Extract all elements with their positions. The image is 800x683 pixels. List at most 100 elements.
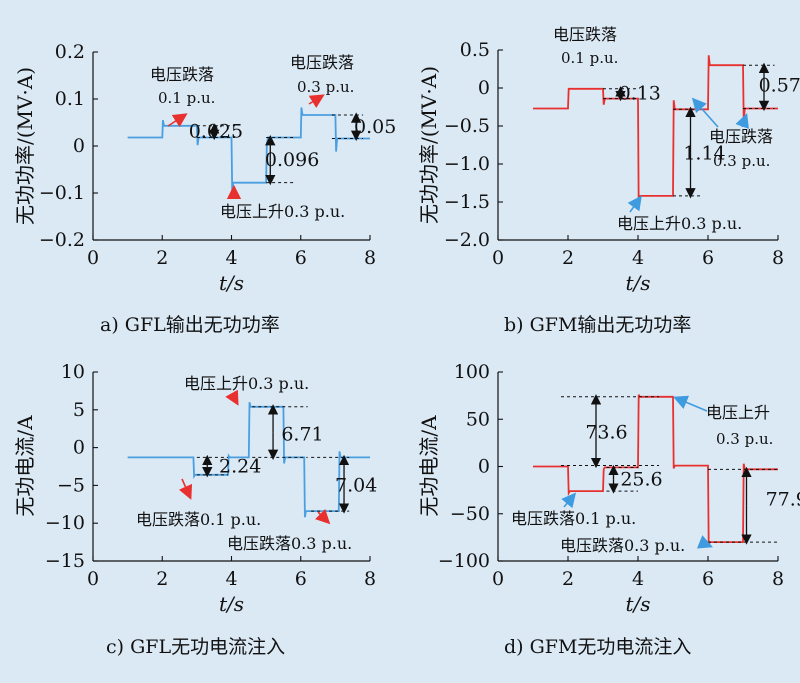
panel-c-annotation-3: 电压跌落0.3 p.u.: [227, 534, 352, 553]
y-tick-label: −10: [45, 512, 85, 534]
panel-a-annotation-2-arrow: [308, 94, 325, 109]
dimension-value-label: 1.14: [683, 142, 725, 164]
panel-d-annotation-3: 电压跌落0.3 p.u.: [560, 536, 685, 555]
x-axis-label: t/s: [625, 271, 650, 295]
dimension-value-label: 77.9: [766, 489, 800, 511]
dimension-value-label: 7.04: [335, 474, 377, 496]
x-tick-label: 4: [225, 568, 237, 590]
panel-caption: c) GFL无功电流注入: [106, 636, 285, 658]
x-tick-label: 6: [702, 568, 714, 590]
x-tick-label: 8: [772, 568, 784, 590]
y-tick-label: −0.5: [444, 115, 490, 137]
y-tick-label: 100: [454, 361, 490, 383]
panel-b-annotation-1-line-1: 电压跌落: [553, 25, 617, 44]
y-tick-label: 0.5: [460, 39, 490, 61]
y-tick-label: −100: [438, 550, 490, 572]
series-line: [533, 394, 778, 546]
panel-a-annotation-3: 电压上升0.3 p.u.: [220, 202, 345, 221]
dimension-value-label: 0.096: [265, 149, 319, 171]
panel-a-annotation-1-line-2: 0.1 p.u.: [158, 89, 215, 107]
panel-caption: b) GFM输出无功功率: [504, 314, 691, 336]
panel-b-annotation-2-arrow: [691, 97, 719, 128]
panel-c-annotation-2: 电压跌落0.1 p.u.: [136, 510, 261, 529]
y-tick-label: 0.2: [55, 41, 85, 63]
y-axis-label: 无功功率/(MV·A): [13, 67, 37, 225]
x-tick-label: 0: [87, 568, 99, 590]
panel-d-annotation-2-arrow: [561, 492, 577, 509]
panel-c-annotation-1-arrow: [225, 389, 239, 406]
dimension-value-label: 6.71: [281, 424, 323, 446]
y-axis-label: 无功电流/A: [13, 415, 37, 517]
y-tick-label: −0.1: [39, 182, 85, 204]
x-tick-label: 8: [364, 247, 376, 269]
y-tick-label: 0: [478, 456, 490, 478]
panel-b-annotation-2-arrow-b: [735, 112, 749, 129]
panel-d-annotation-1-arrow: [673, 395, 708, 412]
panel-a-annotation-1-line-1: 电压跌落: [150, 65, 214, 84]
panel-b: 0.50−0.5−1.0−1.5−2.00 2 4 6 8t/s无功功率/(MV·A)b…: [417, 25, 800, 336]
x-tick-label: 4: [632, 568, 644, 590]
panel-b-plot: 0.50−0.5−1.0−1.5−2.00 2 4 6 8t/s无功功率/(MV·A)b…: [417, 39, 800, 336]
panel-c-annotation-1: 电压上升0.3 p.u.: [184, 374, 309, 393]
y-tick-label: 5: [73, 399, 85, 421]
dimension-value-label: 73.6: [585, 421, 627, 443]
x-tick-label: 0: [492, 247, 504, 269]
x-tick-label: 6: [295, 568, 307, 590]
panel-a-annotation-2-line-1: 电压跌落: [290, 53, 354, 72]
dimension-value-label: 2.24: [219, 456, 261, 478]
y-tick-label: −0.2: [39, 229, 85, 251]
y-tick-label: −50: [450, 503, 490, 525]
x-tick-label: 8: [364, 568, 376, 590]
dimension-value-label: 0.05: [354, 116, 396, 138]
y-axis-label: 无功电流/A: [417, 415, 441, 517]
panel-d-annotation-1-line-2: 0.3 p.u.: [716, 430, 773, 448]
panel-caption: d) GFM无功电流注入: [504, 636, 691, 658]
x-axis-label: t/s: [219, 592, 244, 616]
y-tick-label: −15: [45, 550, 85, 572]
y-tick-label: −5: [57, 474, 85, 496]
dimension-value-label: 0.025: [189, 120, 243, 142]
panel-d-annotation-2: 电压跌落0.1 p.u.: [511, 509, 636, 528]
panel-a-annotation-2-line-2: 0.3 p.u.: [297, 78, 354, 96]
panel-c-annotation-3-arrow: [314, 508, 331, 525]
x-tick-label: 4: [632, 247, 644, 269]
panel-b-annotation-3-arrow: [627, 195, 642, 213]
panel-b-annotation-2-line-2: 0.3 p.u.: [713, 152, 770, 170]
y-tick-label: 0: [73, 135, 85, 157]
y-tick-label: 0.1: [55, 88, 85, 110]
y-tick-label: 0: [73, 437, 85, 459]
x-tick-label: 8: [772, 247, 784, 269]
dimension-value-label: 0.57: [759, 75, 800, 97]
x-axis-label: t/s: [625, 592, 650, 616]
panel-d-annotation-3-arrow: [696, 535, 713, 549]
x-tick-label: 0: [87, 247, 99, 269]
panel-b-annotation-2-line-1: 电压跌落: [709, 127, 773, 146]
panel-b-annotation-3: 电压上升0.3 p.u.: [617, 214, 742, 233]
x-tick-label: 2: [156, 568, 168, 590]
panel-d-annotation-1-line-1: 电压上升: [706, 403, 770, 422]
dimension-value-label: 0.13: [619, 82, 661, 104]
panel-b-annotation-1-line-2: 0.1 p.u.: [561, 49, 618, 67]
y-tick-label: 50: [466, 408, 490, 430]
dimension-value-label: 25.6: [620, 469, 662, 491]
x-axis-label: t/s: [219, 271, 244, 295]
x-tick-label: 6: [702, 247, 714, 269]
y-axis-label: 无功功率/(MV·A): [417, 66, 441, 224]
x-tick-label: 4: [225, 247, 237, 269]
y-tick-label: −2.0: [444, 229, 490, 251]
panel-a-annotation-1-arrow: [167, 113, 188, 128]
x-tick-label: 2: [562, 247, 574, 269]
x-tick-label: 6: [295, 247, 307, 269]
series-line: [533, 55, 778, 209]
y-tick-label: −1.5: [444, 191, 490, 213]
x-tick-label: 0: [492, 568, 504, 590]
y-tick-label: 10: [61, 361, 85, 383]
